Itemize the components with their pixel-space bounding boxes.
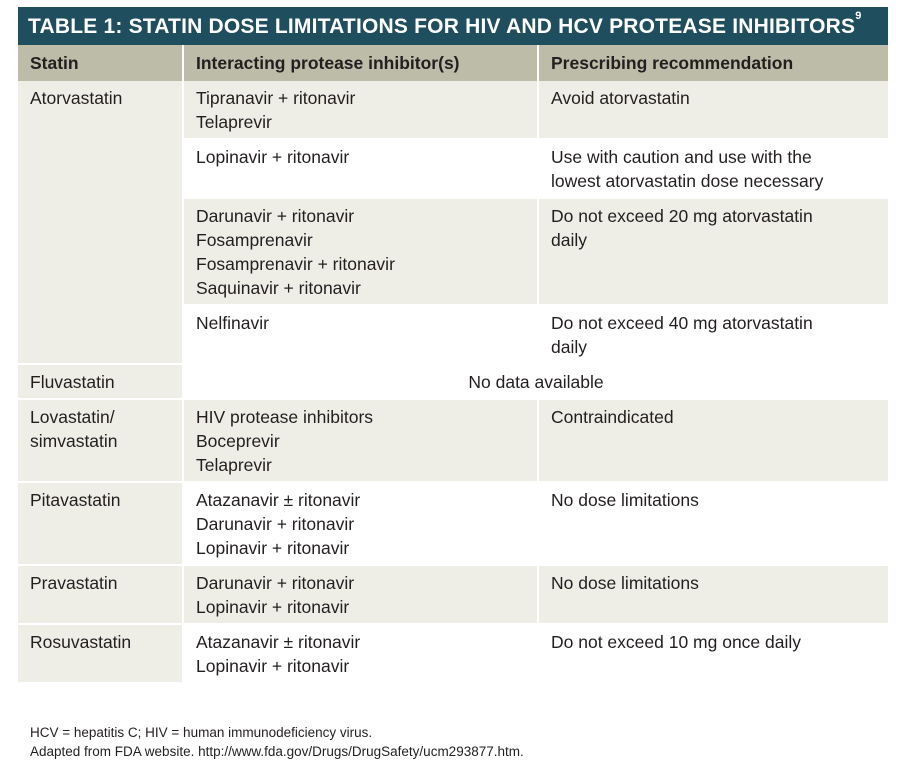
recommendation-text: No dose limitations [551,490,699,510]
recommendation-text: Use with caution and use with the [551,147,812,167]
inhibitor-item: Lopinavir + ritonavir [196,656,350,676]
recommendation-text: lowest atorvastatin dose necessary [551,171,824,191]
table-row: Pitavastatin Atazanavir ± ritonavir Daru… [18,482,888,566]
statin-name: Pravastatin [30,573,118,593]
header-statin: Statin [18,45,184,81]
no-data-cell: No data available [183,364,888,400]
inhibitor-item: Saquinavir + ritonavir [196,278,361,298]
statin-name: Lovastatin/ [30,407,115,427]
statin-name: simvastatin [30,431,118,451]
header-row: Statin Interacting protease inhibitor(s)… [18,45,888,81]
recommendation-text: No dose limitations [551,573,699,593]
table-row: Lovastatin/ simvastatin HIV protease inh… [18,399,888,483]
statin-name: Fluvastatin [30,372,115,392]
inhibitor-item: Boceprevir [196,431,280,451]
inhibitor-cell: Atazanavir ± ritonavir Darunavir + riton… [183,482,539,566]
statin-dose-table: Statin Interacting protease inhibitor(s)… [18,45,888,684]
header-inhibitors: Interacting protease inhibitor(s) [183,45,539,81]
abbreviations-note: HCV = hepatitis C; HIV = human immunodef… [30,725,373,740]
recommendation-text: Do not exceed 40 mg atorvastatin [551,313,813,333]
statin-cell: Pitavastatin [18,482,184,566]
statin-cell: Rosuvastatin [18,624,184,684]
inhibitor-item: Darunavir + ritonavir [196,514,355,534]
inhibitor-cell: Darunavir + ritonavir Lopinavir + ritona… [183,565,539,625]
inhibitor-cell: HIV protease inhibitors Boceprevir Telap… [183,399,539,483]
inhibitor-item: Tipranavir + ritonavir [196,88,356,108]
table-row: Nelfinavir Do not exceed 40 mg atorvasta… [18,305,888,365]
recommendation-text: Avoid atorvastatin [551,88,690,108]
recommendation-text: Contraindicated [551,407,674,427]
recommendation-cell: Contraindicated [538,399,888,483]
statin-cell: Lovastatin/ simvastatin [18,399,184,483]
recommendation-cell: Do not exceed 10 mg once daily [538,624,888,684]
table-row: Darunavir + ritonavir Fosamprenavir Fosa… [18,198,888,306]
inhibitor-item: Fosamprenavir [196,230,313,250]
table-title-text: TABLE 1: STATIN DOSE LIMITATIONS FOR HIV… [28,15,856,38]
inhibitor-cell: Darunavir + ritonavir Fosamprenavir Fosa… [183,198,539,306]
statin-name: Rosuvastatin [30,632,132,652]
title-reference: 9 [855,10,862,22]
statin-cell: Pravastatin [18,565,184,625]
recommendation-text: daily [551,337,587,357]
inhibitor-item: Lopinavir + ritonavir [196,147,350,167]
statin-name: Atorvastatin [30,88,123,108]
table-row: Pravastatin Darunavir + ritonavir Lopina… [18,565,888,625]
inhibitor-item: Darunavir + ritonavir [196,573,355,593]
recommendation-cell: No dose limitations [538,565,888,625]
statin-cell: Fluvastatin [18,364,184,400]
recommendation-cell: No dose limitations [538,482,888,566]
table-row: Atorvastatin Tipranavir + ritonavir Tela… [18,81,888,365]
table-footnotes: HCV = hepatitis C; HIV = human immunodef… [30,723,524,761]
recommendation-text: daily [551,230,587,250]
recommendation-text: Do not exceed 20 mg atorvastatin [551,206,813,226]
inhibitor-item: Lopinavir + ritonavir [196,597,350,617]
table-row: Fluvastatin No data available [18,364,888,400]
inhibitor-item: Atazanavir ± ritonavir [196,632,361,652]
no-data-text: No data available [468,372,604,392]
inhibitor-item: Nelfinavir [196,313,269,333]
inhibitor-cell: Tipranavir + ritonavir Telaprevir [183,81,539,140]
inhibitor-cell: Lopinavir + ritonavir [183,139,539,199]
recommendation-cell: Do not exceed 20 mg atorvastatin daily [538,198,888,306]
table-row: Lopinavir + ritonavir Use with caution a… [18,139,888,199]
recommendation-cell: Use with caution and use with the lowest… [538,139,888,199]
inhibitor-item: Lopinavir + ritonavir [196,538,350,558]
source-note: Adapted from FDA website. http://www.fda… [30,744,524,759]
statin-cell: Atorvastatin [18,81,184,365]
inhibitor-cell: Nelfinavir [183,305,539,365]
table-row: Rosuvastatin Atazanavir ± ritonavir Lopi… [18,624,888,684]
header-recommendation: Prescribing recommendation [538,45,888,81]
inhibitor-item: Fosamprenavir + ritonavir [196,254,395,274]
inhibitor-item: Telaprevir [196,455,272,475]
inhibitor-item: Telaprevir [196,112,272,132]
inhibitor-item: Darunavir + ritonavir [196,206,355,226]
inhibitor-item: HIV protease inhibitors [196,407,374,427]
statin-table-figure: TABLE 1: STATIN DOSE LIMITATIONS FOR HIV… [18,7,888,684]
table-title: TABLE 1: STATIN DOSE LIMITATIONS FOR HIV… [18,7,888,45]
inhibitor-item: Atazanavir ± ritonavir [196,490,361,510]
recommendation-cell: Do not exceed 40 mg atorvastatin daily [538,305,888,365]
inhibitor-cell: Atazanavir ± ritonavir Lopinavir + riton… [183,624,539,684]
statin-name: Pitavastatin [30,490,121,510]
recommendation-cell: Avoid atorvastatin [538,81,888,140]
recommendation-text: Do not exceed 10 mg once daily [551,632,802,652]
